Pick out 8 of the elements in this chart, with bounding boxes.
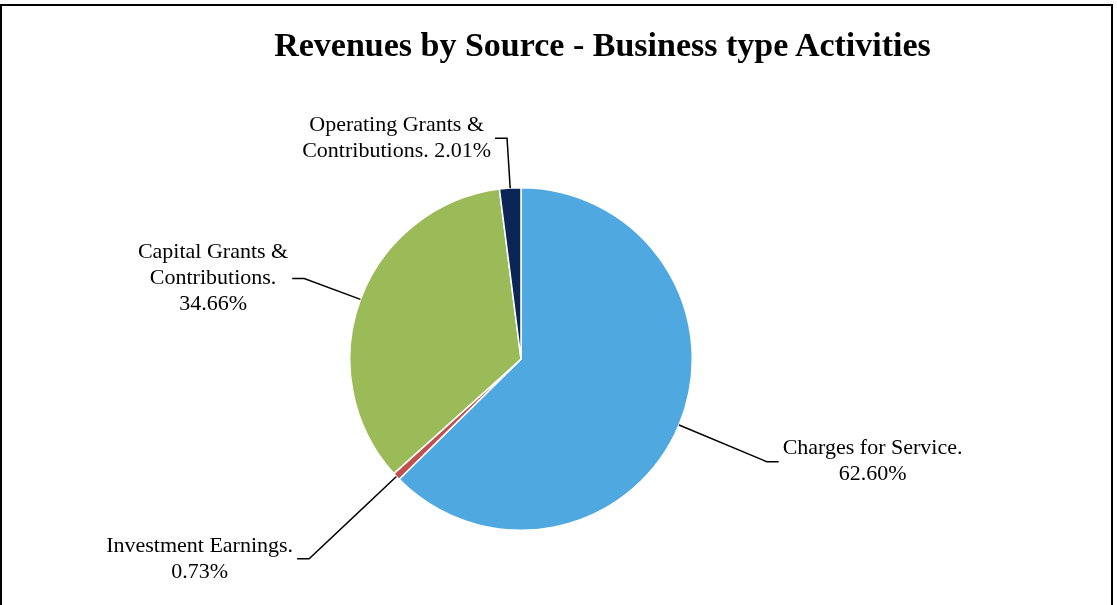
slice-label: Charges for Service. — [782, 434, 963, 460]
data-label: 0.73% — [171, 557, 229, 583]
data-label: 34.66% — [179, 290, 247, 316]
slice-label: Investment Earnings. — [106, 531, 294, 557]
slice-label: Capital Grants & Contributions. — [137, 238, 289, 290]
chart-title: Revenues by Source - Business type Activities — [273, 26, 932, 64]
slice-label: Operating Grants & Contributions. 2.01% — [302, 110, 492, 162]
data-label: 62.60% — [838, 460, 907, 486]
